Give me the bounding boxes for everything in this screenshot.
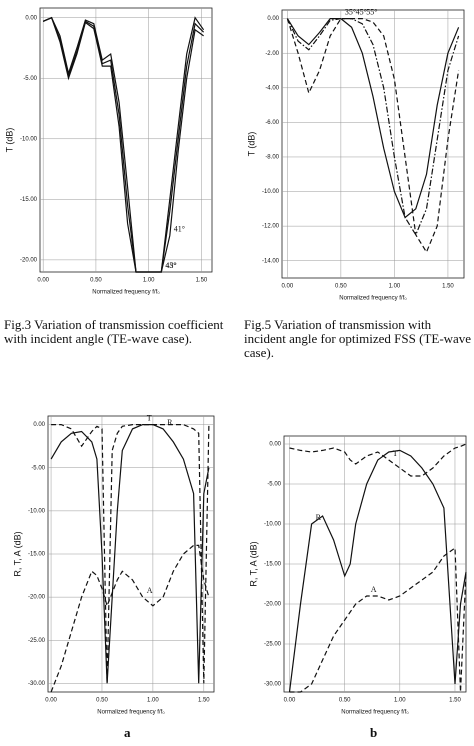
x-tick-label: 0.50 [90, 278, 102, 284]
plot-frame [281, 9, 465, 279]
y-tick-label: -15.00 [28, 552, 46, 558]
x-axis-label: Normalized frequency f/f₀ [97, 710, 165, 716]
y-axis-label: T (dB) [4, 128, 14, 153]
y-tick-label: -5.00 [31, 465, 45, 471]
series-label: A [147, 586, 153, 595]
series-label: 55° [366, 7, 377, 16]
caption: Fig.3 Variation of transmission coeffici… [4, 317, 224, 346]
series-line [286, 18, 460, 219]
x-tick-label: 1.00 [143, 278, 155, 284]
x-tick-label: 0.50 [339, 698, 351, 704]
x-tick-label: 1.00 [394, 698, 406, 704]
series-line [288, 449, 467, 693]
y-tick-label: -30.00 [264, 682, 282, 688]
x-tick-label: 1.50 [442, 284, 454, 290]
y-tick-label: -5.00 [23, 76, 37, 82]
y-tick-label: -25.00 [264, 642, 282, 648]
x-tick-label: 1.50 [196, 278, 208, 284]
series-line [50, 544, 210, 693]
y-tick-label: -15.00 [20, 197, 38, 203]
y-axis-label: T (dB) [246, 132, 256, 157]
y-tick-label: -10.00 [262, 189, 280, 195]
y-tick-label: -6.00 [265, 120, 279, 126]
y-tick-label: -20.00 [264, 602, 282, 608]
y-tick-label: -30.00 [28, 681, 46, 687]
x-axis-label: Normalized frequency f/f₀ [92, 290, 160, 296]
series-label: 43° [165, 261, 176, 270]
series-label: 35° [345, 7, 356, 16]
y-tick-label: -2.00 [265, 51, 279, 57]
x-tick-label: 1.00 [389, 284, 401, 290]
y-tick-label: -20.00 [20, 257, 38, 263]
y-tick-label: -25.00 [28, 638, 46, 644]
y-axis-label: R, T, A (dB) [12, 531, 22, 576]
series-line [50, 424, 210, 684]
series-label: R [316, 513, 322, 522]
series-line [42, 16, 205, 273]
y-tick-label: -14.00 [262, 258, 280, 264]
series-line [42, 16, 205, 273]
x-tick-label: 1.00 [147, 698, 159, 704]
panel-label: b [370, 725, 378, 740]
x-tick-label: 0.00 [282, 284, 294, 290]
y-tick-label: 0.00 [269, 442, 281, 448]
y-tick-label: -12.00 [262, 224, 280, 230]
y-tick-label: -4.00 [265, 85, 279, 91]
y-tick-label: 0.00 [267, 16, 279, 22]
x-tick-label: 0.00 [37, 278, 49, 284]
x-tick-label: 0.50 [335, 284, 347, 290]
panel-label: a [124, 725, 131, 740]
x-tick-label: 0.50 [96, 698, 108, 704]
series-label: 41° [174, 224, 185, 233]
series-label: T [393, 449, 398, 458]
series-line [289, 546, 467, 693]
y-tick-label: -8.00 [265, 155, 279, 161]
y-axis-label: R, T, A (dB) [248, 541, 258, 586]
series-label: A [371, 585, 377, 594]
series-label: T [147, 413, 152, 422]
series-line [42, 16, 204, 273]
y-tick-label: -20.00 [28, 595, 46, 601]
x-tick-label: 1.50 [198, 698, 210, 704]
y-tick-label: -10.00 [264, 522, 282, 528]
x-tick-label: 1.50 [449, 698, 461, 704]
series-label: R [167, 418, 173, 427]
series-line [289, 443, 467, 477]
x-tick-label: 0.00 [45, 698, 57, 704]
caption: Fig.5 Variation of transmission with inc… [244, 317, 472, 360]
series-line [286, 18, 460, 254]
y-tick-label: -10.00 [28, 508, 46, 514]
series-line [51, 424, 210, 684]
y-tick-label: -5.00 [267, 482, 281, 488]
plot-frame [39, 7, 213, 273]
y-tick-label: 0.00 [25, 15, 37, 21]
series-line [286, 18, 460, 237]
y-tick-label: -15.00 [264, 562, 282, 568]
y-tick-label: 0.00 [33, 422, 45, 428]
y-tick-label: -10.00 [20, 136, 38, 142]
x-axis-label: Normalized frequency f/f₀ [339, 296, 407, 302]
x-axis-label: Normalized frequency f/f₀ [341, 710, 409, 716]
series-label: 45° [165, 261, 176, 270]
series-label: 45° [356, 7, 367, 16]
x-tick-label: 0.00 [284, 698, 296, 704]
